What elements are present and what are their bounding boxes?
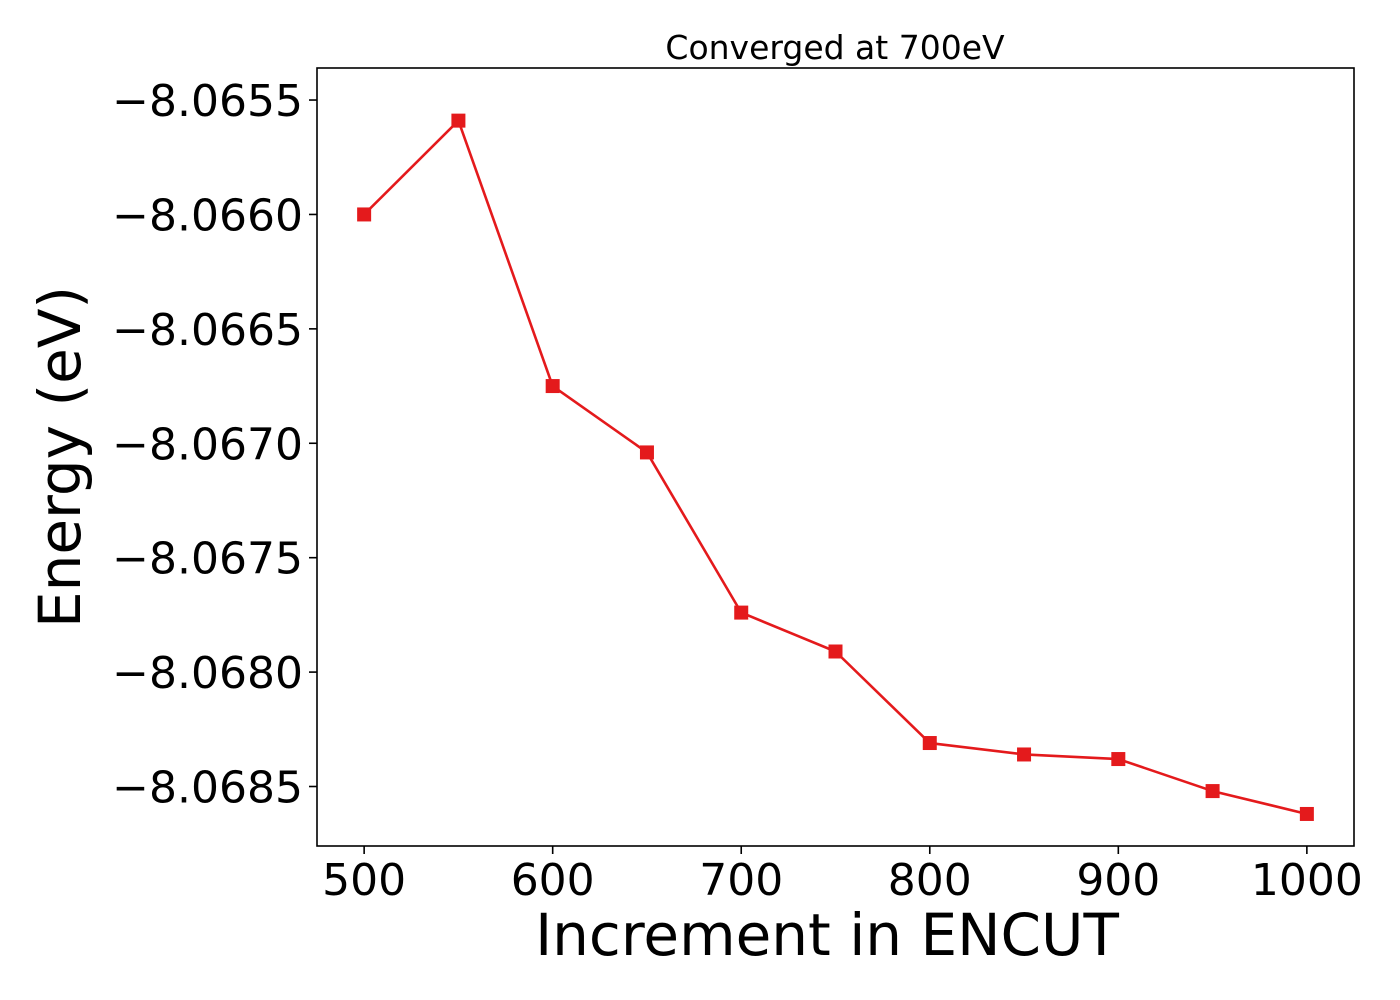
x-tick-label: 900 — [1076, 855, 1160, 906]
x-axis-title: Increment in ENCUT — [535, 901, 1119, 969]
data-point — [357, 207, 372, 222]
series-group — [357, 113, 1314, 821]
y-tick-label: −8.0670 — [112, 419, 303, 470]
y-tick-label: −8.0680 — [112, 648, 303, 699]
data-point — [1205, 784, 1220, 799]
y-tick-label: −8.0665 — [112, 305, 303, 356]
plot-frame — [316, 67, 1355, 847]
x-axis-ticks: 500 600 700 800 900 1000 — [322, 846, 1363, 906]
data-point — [1017, 747, 1032, 762]
x-tick-label: 1000 — [1251, 855, 1363, 906]
data-point — [545, 379, 560, 394]
data-point — [734, 605, 749, 620]
y-axis-title: Energy (eV) — [26, 286, 94, 628]
x-tick-label: 700 — [699, 855, 783, 906]
x-tick-label: 600 — [511, 855, 595, 906]
x-tick-label: 800 — [888, 855, 972, 906]
series-line — [363, 119, 1308, 816]
y-tick-label: −8.0660 — [112, 190, 303, 241]
y-axis-ticks: −8.0655 −8.0660 −8.0665 −8.0670 −8.0675 −8.06… — [112, 76, 317, 814]
data-point — [639, 445, 654, 460]
y-tick-label: −8.0655 — [112, 76, 303, 127]
data-point — [1111, 752, 1126, 767]
data-point — [451, 113, 466, 128]
data-point — [1299, 806, 1314, 821]
y-tick-label: −8.0685 — [112, 763, 303, 814]
data-point — [922, 736, 937, 751]
x-tick-label: 500 — [322, 855, 406, 906]
chart-title: Converged at 700eV — [665, 28, 1005, 67]
y-tick-label: −8.0675 — [112, 534, 303, 585]
data-point — [828, 644, 843, 659]
